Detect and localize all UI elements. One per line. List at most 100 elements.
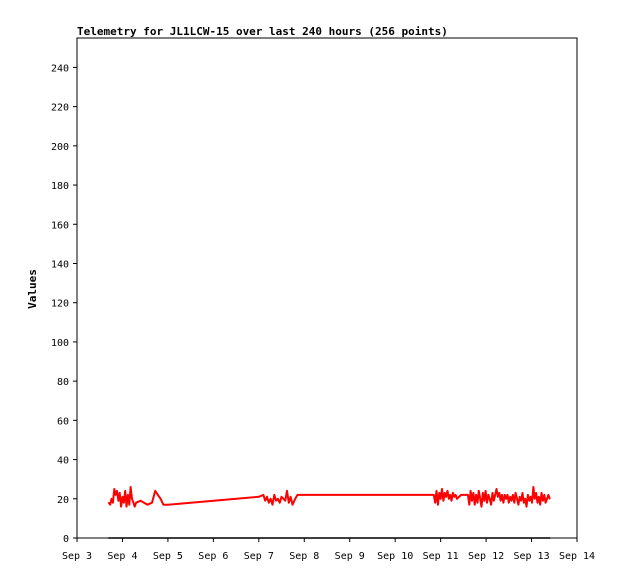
data-point xyxy=(508,501,510,504)
data-point xyxy=(121,496,124,498)
data-point xyxy=(548,537,551,539)
data-point xyxy=(472,492,475,494)
data-point xyxy=(473,503,476,506)
y-axis: 0 20 40 60 80 100 120 140 160 180 200 220 240 xyxy=(51,63,77,545)
y-axis-label: Values xyxy=(26,269,39,309)
data-point xyxy=(125,505,128,508)
data-point xyxy=(529,496,532,498)
data-point xyxy=(449,494,452,496)
data-point xyxy=(433,494,435,496)
data-point xyxy=(509,496,512,498)
data-point xyxy=(264,499,267,502)
data-point xyxy=(524,498,526,500)
data-point xyxy=(445,496,447,498)
x-tick-label: Sep 13 xyxy=(513,551,549,562)
data-point xyxy=(452,492,454,494)
data-point xyxy=(528,499,531,502)
data-point xyxy=(442,499,445,502)
y-tick-label: 60 xyxy=(57,416,69,427)
data-point xyxy=(475,494,477,496)
data-point xyxy=(506,494,509,496)
data-point xyxy=(521,492,524,494)
data-point xyxy=(490,503,492,506)
data-point xyxy=(503,494,506,496)
x-tick-label: Sep 12 xyxy=(468,551,504,562)
x-tick-label: Sep 3 xyxy=(62,551,92,562)
series-line xyxy=(107,486,551,508)
data-point xyxy=(282,498,285,500)
data-point xyxy=(495,488,498,490)
data-point xyxy=(123,501,125,504)
data-point xyxy=(113,488,116,490)
y-tick-label: 80 xyxy=(57,377,69,388)
data-point xyxy=(494,494,497,496)
series-layer xyxy=(107,486,551,539)
data-point xyxy=(482,492,484,494)
data-point xyxy=(480,505,483,508)
data-point xyxy=(527,494,529,496)
data-point xyxy=(493,499,495,502)
data-point xyxy=(151,501,153,504)
y-tick-label: 220 xyxy=(51,103,69,114)
data-point xyxy=(273,494,276,496)
data-point xyxy=(487,494,490,496)
data-point xyxy=(120,505,122,508)
data-point xyxy=(538,496,540,498)
y-tick-label: 100 xyxy=(51,338,69,349)
y-tick-label: 200 xyxy=(51,142,69,153)
data-point xyxy=(127,494,129,496)
y-tick-label: 20 xyxy=(57,495,69,506)
data-point xyxy=(544,501,547,504)
data-point xyxy=(157,494,159,496)
data-point xyxy=(112,501,114,504)
data-point xyxy=(109,503,111,506)
data-point xyxy=(146,503,149,506)
data-point xyxy=(468,503,471,506)
data-point xyxy=(114,494,117,496)
data-point xyxy=(546,498,548,500)
data-point xyxy=(159,498,162,500)
x-tick-label: Sep 5 xyxy=(153,551,183,562)
data-point xyxy=(453,496,456,498)
data-point xyxy=(456,498,458,500)
data-point xyxy=(523,501,525,504)
data-point xyxy=(291,503,294,506)
data-point xyxy=(118,492,121,494)
data-point xyxy=(547,494,550,496)
data-point xyxy=(520,499,522,502)
data-point xyxy=(268,501,270,504)
data-point xyxy=(497,496,499,498)
data-point xyxy=(448,498,450,500)
data-point xyxy=(510,499,513,502)
data-point xyxy=(539,503,541,506)
x-tick-label: Sep 10 xyxy=(377,551,413,562)
chart-title: Telemetry for JL1LCW-15 over last 240 ho… xyxy=(77,25,448,38)
data-point xyxy=(518,496,521,498)
data-point xyxy=(467,494,469,496)
data-point xyxy=(258,496,260,498)
data-point xyxy=(139,499,142,502)
data-point xyxy=(531,501,533,504)
data-point xyxy=(133,505,136,508)
data-point xyxy=(446,490,449,492)
data-point xyxy=(288,501,290,504)
data-point xyxy=(443,492,446,494)
data-point xyxy=(450,499,453,502)
y-tick-label: 160 xyxy=(51,220,69,231)
data-point xyxy=(129,486,132,488)
data-point xyxy=(162,503,165,506)
data-point xyxy=(498,492,501,494)
data-point xyxy=(108,537,110,539)
data-point xyxy=(438,492,441,494)
data-point xyxy=(512,494,514,496)
x-tick-label: Sep 8 xyxy=(289,551,319,562)
x-tick-label: Sep 11 xyxy=(423,551,459,562)
data-point xyxy=(278,501,281,504)
x-tick-label: Sep 7 xyxy=(244,551,274,562)
data-point xyxy=(501,494,503,496)
data-point xyxy=(540,492,543,494)
data-point xyxy=(131,498,133,500)
data-point xyxy=(469,490,472,492)
data-point xyxy=(434,501,437,504)
